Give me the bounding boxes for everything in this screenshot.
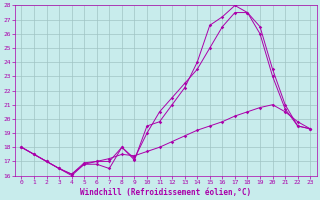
X-axis label: Windchill (Refroidissement éolien,°C): Windchill (Refroidissement éolien,°C) [80,188,252,197]
